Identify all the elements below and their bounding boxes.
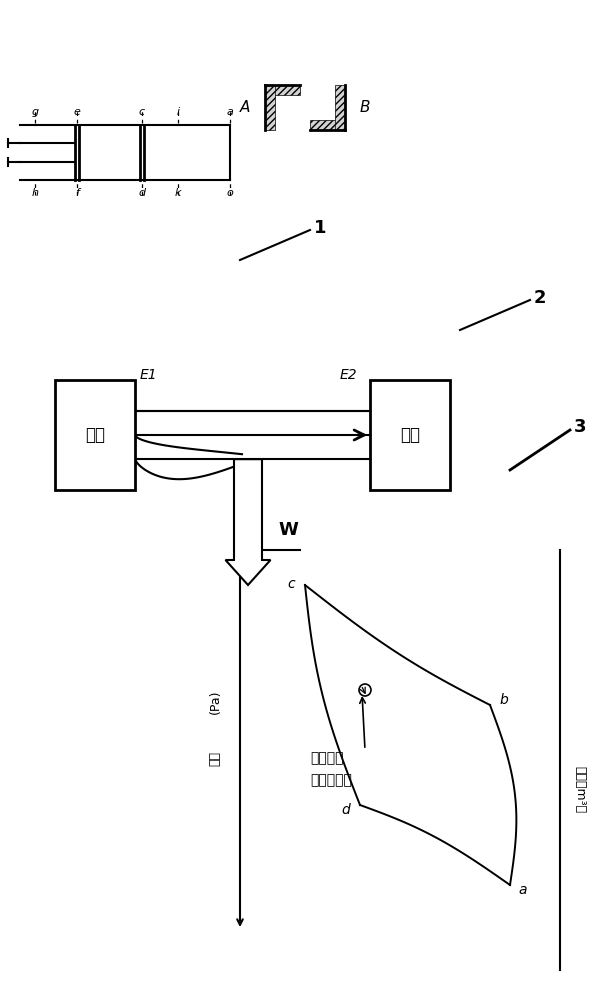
Text: d: d — [138, 188, 145, 198]
Text: o: o — [226, 188, 234, 198]
Text: g: g — [32, 107, 39, 117]
Text: 压力: 压力 — [209, 752, 222, 766]
Text: k: k — [175, 188, 181, 198]
Text: B: B — [360, 100, 371, 115]
Bar — [335, 85, 345, 130]
Text: W: W — [278, 521, 298, 539]
Text: 2: 2 — [534, 289, 547, 307]
Text: (Pa): (Pa) — [209, 690, 222, 714]
Text: c: c — [287, 577, 295, 591]
Text: h: h — [32, 188, 39, 198]
Bar — [55, 380, 135, 490]
Bar — [370, 380, 450, 490]
Text: 体积（m³）: 体积（m³） — [573, 766, 586, 814]
Text: d: d — [342, 803, 350, 817]
Text: A: A — [240, 100, 250, 115]
Bar — [265, 85, 275, 130]
Text: 冷源: 冷源 — [400, 426, 420, 444]
Text: b: b — [500, 693, 509, 707]
Text: 热源: 热源 — [85, 426, 105, 444]
Text: a: a — [518, 883, 526, 897]
Text: E2: E2 — [340, 368, 358, 382]
Text: f: f — [75, 188, 79, 198]
FancyArrow shape — [225, 459, 271, 585]
Text: e: e — [73, 107, 80, 117]
Bar — [265, 85, 300, 95]
Text: 四次转换的: 四次转换的 — [310, 773, 352, 787]
Bar — [310, 120, 345, 130]
Text: i: i — [176, 107, 179, 117]
Text: c: c — [139, 107, 145, 117]
Text: 差速循环: 差速循环 — [310, 751, 343, 765]
Text: E1: E1 — [140, 368, 157, 382]
Text: 3: 3 — [574, 418, 586, 436]
Text: a: a — [226, 107, 234, 117]
Text: 1: 1 — [314, 219, 327, 237]
